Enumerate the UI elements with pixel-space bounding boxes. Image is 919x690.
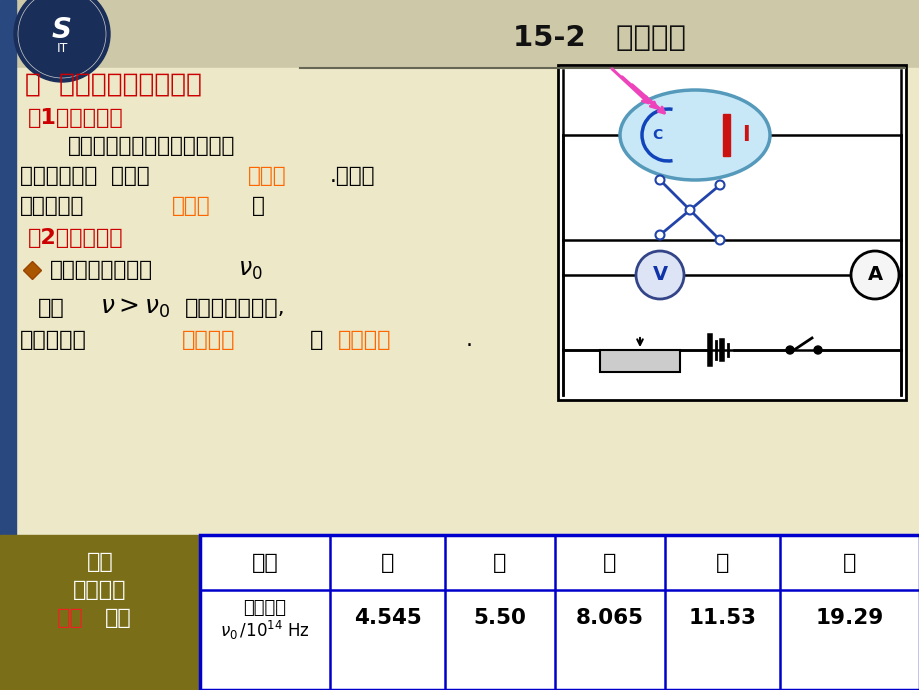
Circle shape: [715, 235, 724, 244]
Text: V: V: [652, 266, 667, 284]
Text: 光电子: 光电子: [248, 166, 287, 186]
Text: 仅当: 仅当: [38, 298, 64, 318]
Bar: [0, 535, 199, 690]
Text: 铯: 铯: [380, 553, 393, 573]
Text: 光强无关: 光强无关: [337, 330, 391, 350]
Text: 。: 。: [252, 196, 265, 216]
Text: 钠: 钠: [493, 553, 506, 573]
Circle shape: [850, 251, 898, 299]
Text: 8.065: 8.065: [575, 608, 643, 628]
Text: 金属: 金属: [252, 553, 278, 573]
Circle shape: [635, 251, 683, 299]
Text: 纯金属的: 纯金属的: [74, 580, 127, 600]
Text: 频率: 频率: [105, 608, 131, 628]
Bar: [599, 350, 679, 372]
Text: I: I: [742, 125, 749, 145]
Text: 几种: 几种: [86, 552, 113, 572]
Bar: [722, 114, 729, 156]
Text: 铁: 铁: [715, 553, 729, 573]
Circle shape: [685, 206, 694, 215]
Bar: [199, 535, 919, 690]
Text: $\nu_0\,/10^{14}$ Hz: $\nu_0\,/10^{14}$ Hz: [220, 618, 310, 642]
Circle shape: [813, 346, 821, 354]
Ellipse shape: [619, 90, 769, 180]
Text: C: C: [652, 128, 662, 142]
Text: 与: 与: [310, 330, 323, 350]
Bar: [0, 0, 919, 68]
Circle shape: [715, 181, 724, 190]
Text: 锌: 锌: [603, 553, 616, 573]
Text: 截止: 截止: [57, 608, 84, 628]
Text: 5.50: 5.50: [473, 608, 526, 628]
Bar: [0, 0, 16, 690]
Text: （1）实验装置: （1）实验装置: [28, 108, 124, 128]
Circle shape: [654, 230, 664, 239]
Text: 才发生光电效应,: 才发生光电效应,: [185, 298, 285, 318]
Text: （2）实验规律: （2）实验规律: [28, 228, 123, 248]
Text: 截止频率与: 截止频率与: [20, 330, 86, 350]
Text: 截止频率（红限）: 截止频率（红限）: [50, 260, 153, 280]
Circle shape: [18, 0, 106, 78]
Text: 截止频率: 截止频率: [244, 599, 286, 617]
Text: 属表面逸出，  称其为: 属表面逸出， 称其为: [20, 166, 150, 186]
Text: 19.29: 19.29: [815, 608, 883, 628]
Text: .回路中: .回路中: [330, 166, 375, 186]
Circle shape: [14, 0, 110, 82]
Text: S: S: [52, 16, 72, 44]
Circle shape: [785, 346, 793, 354]
Text: $\nu_0$: $\nu_0$: [238, 258, 262, 282]
Text: IT: IT: [56, 41, 68, 55]
Text: 形成电流称: 形成电流称: [20, 196, 85, 216]
Text: A: A: [867, 266, 881, 284]
Text: 铂: 铂: [843, 553, 856, 573]
Text: 材料有关: 材料有关: [182, 330, 235, 350]
Text: .: .: [466, 330, 472, 350]
Bar: [558, 65, 905, 400]
Text: 光电流: 光电流: [172, 196, 210, 216]
Text: 15-2   光电效应: 15-2 光电效应: [513, 24, 686, 52]
Circle shape: [654, 175, 664, 184]
Text: 一  光电效应实验的规律: 一 光电效应实验的规律: [25, 72, 202, 98]
Text: $\nu > \nu_0$: $\nu > \nu_0$: [100, 296, 170, 320]
Bar: [16, 68, 919, 535]
Text: 11.53: 11.53: [687, 608, 755, 628]
Text: 光照射至金属表面，电子从金: 光照射至金属表面，电子从金: [68, 136, 235, 156]
Text: 4.545: 4.545: [353, 608, 421, 628]
